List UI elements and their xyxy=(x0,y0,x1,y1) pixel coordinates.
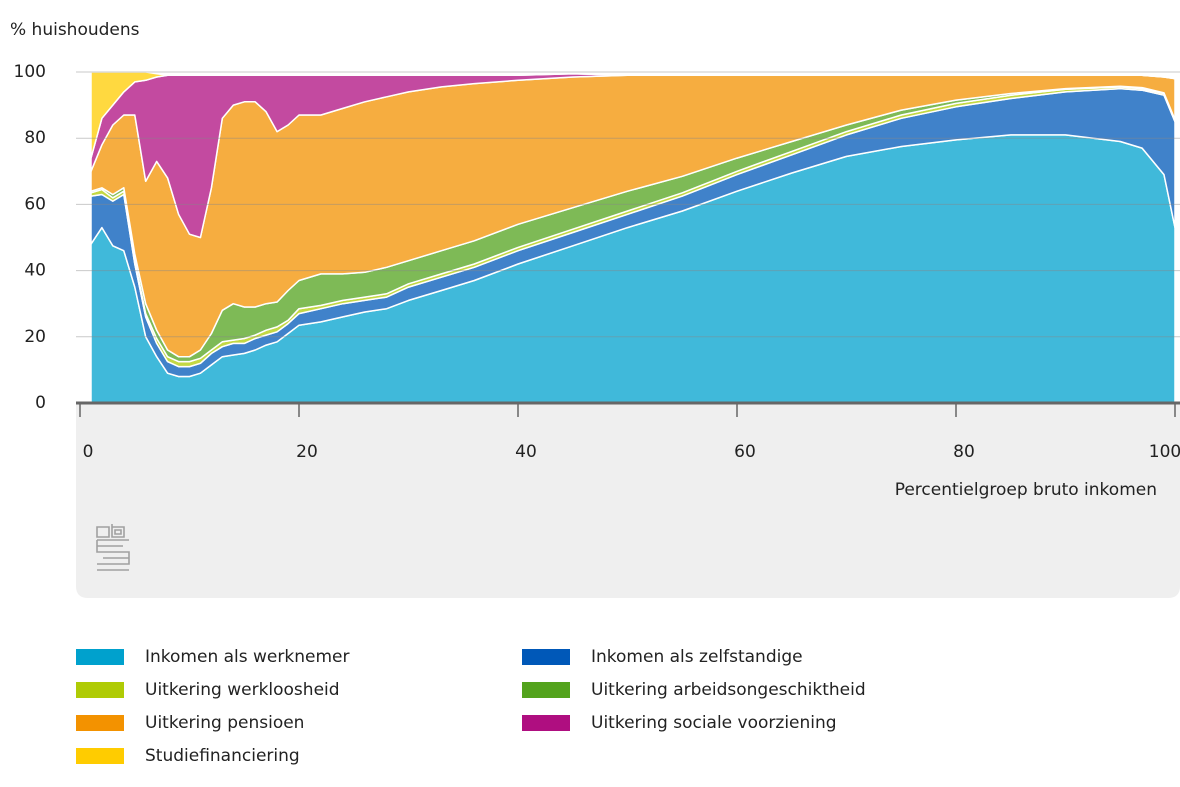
legend-swatch xyxy=(76,715,124,731)
y-tick-label: 100 xyxy=(14,62,46,82)
x-axis-label: Percentielgroep bruto inkomen xyxy=(895,480,1157,500)
legend-label: Uitkering sociale voorziening xyxy=(591,713,837,733)
legend-label: Uitkering arbeidsongeschiktheid xyxy=(591,680,866,700)
y-tick-label: 40 xyxy=(24,261,46,281)
areas xyxy=(90,71,1176,404)
y-axis-label: % huishoudens xyxy=(10,20,140,40)
y-tick-label: 0 xyxy=(35,393,46,413)
legend-label: Uitkering pensioen xyxy=(145,713,304,733)
legend-label: Uitkering werkloosheid xyxy=(145,680,340,700)
x-tick-label: 20 xyxy=(296,442,318,462)
legend-swatch xyxy=(522,682,570,698)
grid xyxy=(76,71,1180,417)
legend-swatch xyxy=(76,682,124,698)
legend-swatch xyxy=(76,748,124,764)
legend-label: Inkomen als zelfstandige xyxy=(591,647,803,667)
x-tick-label: 40 xyxy=(515,442,537,462)
axis-panel xyxy=(76,403,1180,598)
y-tick-label: 20 xyxy=(24,327,46,347)
x-tick-label: 80 xyxy=(953,442,975,462)
x-tick-label: 100 xyxy=(1149,442,1180,462)
legend-swatch xyxy=(76,649,124,665)
legend-label: Inkomen als werknemer xyxy=(145,647,349,667)
y-tick-label: 60 xyxy=(24,194,46,214)
x-tick-label: 0 xyxy=(83,442,94,462)
legend-swatch xyxy=(522,649,570,665)
legend-swatch xyxy=(522,715,570,731)
y-tick-label: 80 xyxy=(24,128,46,148)
legend-label: Studiefinanciering xyxy=(145,746,300,766)
cbs-logo xyxy=(96,524,130,571)
x-tick-label: 60 xyxy=(734,442,756,462)
area xyxy=(90,71,1176,159)
